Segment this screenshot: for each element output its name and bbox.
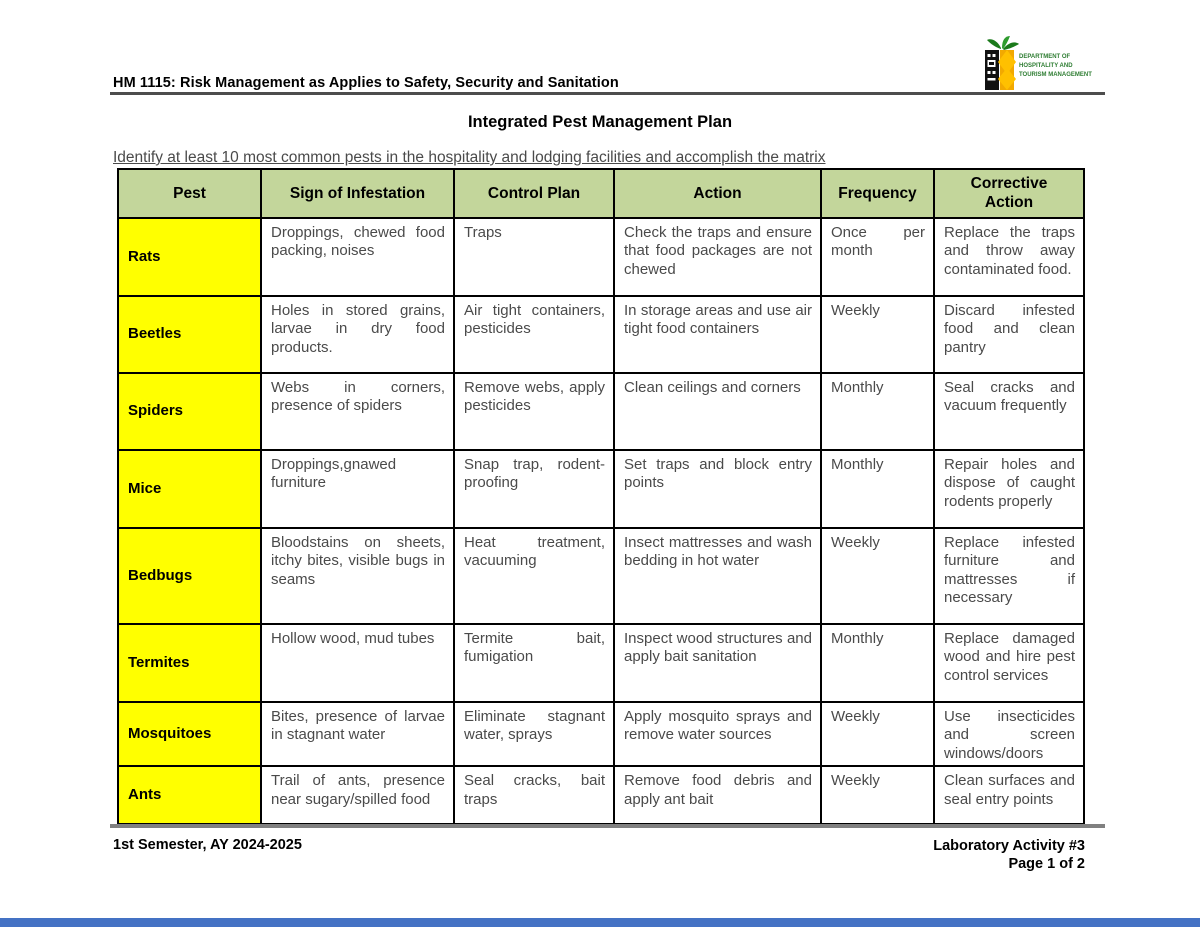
- action-cell: Check the traps and ensure that food pac…: [613, 216, 822, 297]
- pest-name-cell: Rats: [117, 216, 262, 297]
- corrective-cell: Use insecticides and screen windows/door…: [933, 700, 1085, 768]
- footer-page-number: Page 1 of 2: [1008, 856, 1085, 872]
- frequency-cell: Monthly: [820, 622, 935, 703]
- header-frequency: Frequency: [820, 168, 935, 219]
- control-cell: Remove webs, apply pesticides: [453, 371, 615, 451]
- sign-cell: Trail of ants, presence near sugary/spil…: [260, 765, 455, 826]
- page-footer: 1st Semester, AY 2024-2025 Laboratory Ac…: [113, 837, 1085, 873]
- action-cell: Remove food debris and apply ant bait: [613, 765, 822, 826]
- control-cell: Air tight containers, pesticides: [453, 294, 615, 374]
- logo-text-line2: HOSPITALITY AND: [1019, 63, 1073, 69]
- frequency-cell: Weekly: [820, 294, 935, 374]
- corrective-cell: Clean surfaces and seal entry points: [933, 765, 1085, 826]
- table-row: Spiders Webs in corners, presence of spid…: [117, 371, 1085, 451]
- sign-cell: Bloodstains on sheets, itchy bites, visi…: [260, 526, 455, 625]
- logo-text-line1: DEPARTMENT OF: [1019, 54, 1071, 60]
- pest-table-body: Rats Droppings, chewed food packing, nois…: [117, 216, 1085, 826]
- table-header-row: Pest Sign of Infestation Control Plan Ac…: [117, 168, 1085, 219]
- frequency-cell: Monthly: [820, 371, 935, 451]
- table-row: Mice Droppings,gnawed furniture Snap trap,…: [117, 448, 1085, 529]
- pineapple-logo-icon: DEPARTMENT OF HOSPITALITY AND TOURISM MA…: [985, 36, 1092, 90]
- corrective-cell: Seal cracks and vacuum frequently: [933, 371, 1085, 451]
- control-cell: Snap trap, rodent-proofing: [453, 448, 615, 529]
- table-row: Mosquitoes Bites, presence of larvae in s…: [117, 700, 1085, 768]
- pest-name-cell: Mice: [117, 448, 262, 529]
- corrective-cell: Repair holes and dispose of caught roden…: [933, 448, 1085, 529]
- department-logo: DEPARTMENT OF HOSPITALITY AND TOURISM MA…: [983, 36, 1098, 96]
- table-row: Beetles Holes in stored grains, larvae in…: [117, 294, 1085, 374]
- action-cell: Inspect wood structures and apply bait s…: [613, 622, 822, 703]
- control-cell: Termite bait, fumigation: [453, 622, 615, 703]
- sign-cell: Bites, presence of larvae in stagnant wa…: [260, 700, 455, 768]
- control-cell: Heat treatment, vacuuming: [453, 526, 615, 625]
- table-row: Bedbugs Bloodstains on sheets, itchy bite…: [117, 526, 1085, 625]
- action-cell: Set traps and block entry points: [613, 448, 822, 529]
- logo-text-line3: TOURISM MANAGEMENT: [1019, 72, 1092, 78]
- frequency-cell: Once per month: [820, 216, 935, 297]
- table-row: Termites Hollow wood, mud tubes Termite ba…: [117, 622, 1085, 703]
- header-corrective-action: Corrective Action: [933, 168, 1085, 219]
- pest-name-cell: Beetles: [117, 294, 262, 374]
- frequency-cell: Weekly: [820, 765, 935, 826]
- pest-name-cell: Ants: [117, 765, 262, 826]
- header-sign-of-infestation: Sign of Infestation: [260, 168, 455, 219]
- sign-cell: Droppings,gnawed furniture: [260, 448, 455, 529]
- frequency-cell: Monthly: [820, 448, 935, 529]
- pest-name-cell: Bedbugs: [117, 526, 262, 625]
- pest-name-cell: Mosquitoes: [117, 700, 262, 768]
- corrective-cell: Replace the traps and throw away contami…: [933, 216, 1085, 297]
- footer-right: Laboratory Activity #3 Page 1 of 2: [933, 837, 1085, 873]
- action-cell: Clean ceilings and corners: [613, 371, 822, 451]
- action-cell: In storage areas and use air tight food …: [613, 294, 822, 374]
- corrective-cell: Replace infested furniture and mattresse…: [933, 526, 1085, 625]
- sign-cell: Holes in stored grains, larvae in dry fo…: [260, 294, 455, 374]
- control-cell: Traps: [453, 216, 615, 297]
- corrective-cell: Replace damaged wood and hire pest contr…: [933, 622, 1085, 703]
- header-control-plan: Control Plan: [453, 168, 615, 219]
- action-cell: Insect mattresses and wash bedding in ho…: [613, 526, 822, 625]
- frequency-cell: Weekly: [820, 700, 935, 768]
- pest-management-table: Pest Sign of Infestation Control Plan Ac…: [117, 168, 1085, 826]
- footer-semester: 1st Semester, AY 2024-2025: [113, 837, 302, 853]
- control-cell: Eliminate stagnant water, sprays: [453, 700, 615, 768]
- control-cell: Seal cracks, bait traps: [453, 765, 615, 826]
- footer-divider: [110, 824, 1105, 828]
- bottom-blue-bar: [0, 918, 1200, 927]
- sign-cell: Hollow wood, mud tubes: [260, 622, 455, 703]
- header-action: Action: [613, 168, 822, 219]
- sign-cell: Droppings, chewed food packing, noises: [260, 216, 455, 297]
- header-corrective-action-label: Corrective Action: [970, 175, 1048, 212]
- header-divider: [110, 92, 1105, 95]
- corrective-cell: Discard infested food and clean pantry: [933, 294, 1085, 374]
- table-row: Ants Trail of ants, presence near sugary/…: [117, 765, 1085, 826]
- footer-activity: Laboratory Activity #3: [933, 838, 1085, 854]
- pest-name-cell: Termites: [117, 622, 262, 703]
- course-header: HM 1115: Risk Management as Applies to S…: [113, 75, 619, 91]
- sign-cell: Webs in corners, presence of spiders: [260, 371, 455, 451]
- header-pest: Pest: [117, 168, 262, 219]
- frequency-cell: Weekly: [820, 526, 935, 625]
- action-cell: Apply mosquito sprays and remove water s…: [613, 700, 822, 768]
- instruction-text: Identify at least 10 most common pests i…: [113, 149, 826, 166]
- pest-name-cell: Spiders: [117, 371, 262, 451]
- table-row: Rats Droppings, chewed food packing, nois…: [117, 216, 1085, 297]
- page-title: Integrated Pest Management Plan: [467, 113, 733, 131]
